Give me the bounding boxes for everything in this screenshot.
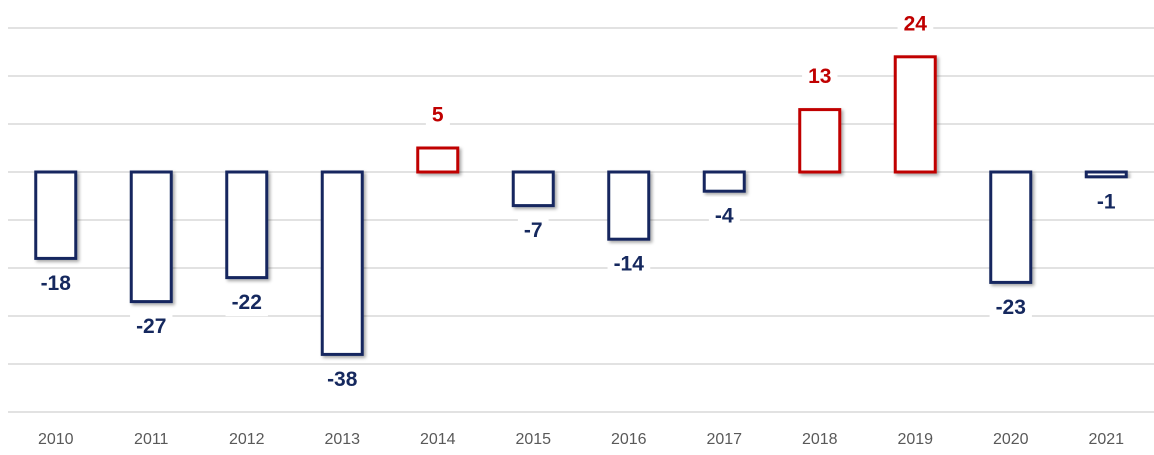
value-label-bg — [425, 101, 450, 129]
value-label: 24 — [904, 12, 928, 35]
value-label-bg — [1090, 188, 1122, 216]
value-label-bg — [989, 293, 1032, 321]
bar — [225, 170, 269, 280]
value-label: -14 — [614, 253, 645, 276]
x-tick-label: 2018 — [802, 431, 838, 448]
value-label: -18 — [41, 272, 72, 295]
value-label-bg — [321, 365, 364, 393]
x-tick-label: 2010 — [38, 431, 74, 448]
value-label-bg — [130, 313, 173, 341]
bar — [798, 108, 842, 174]
value-label: -4 — [715, 205, 734, 228]
x-tick-label: 2019 — [897, 431, 933, 448]
value-label-bg — [708, 202, 740, 230]
x-tick-label: 2017 — [706, 431, 742, 448]
x-tick-label: 2011 — [134, 431, 169, 448]
x-tick-label: 2015 — [515, 431, 551, 448]
x-tick-label: 2014 — [420, 431, 456, 448]
bar — [34, 170, 78, 260]
value-label-bg — [34, 269, 78, 297]
value-label: -22 — [232, 291, 262, 314]
x-tick-label: 2021 — [1088, 431, 1124, 448]
bar — [511, 170, 555, 208]
value-label: -23 — [996, 296, 1026, 319]
x-tick-label: 2016 — [611, 431, 647, 448]
value-label: -1 — [1097, 190, 1116, 213]
value-label: -38 — [327, 368, 358, 391]
value-label-bg — [897, 10, 934, 38]
value-label: 5 — [432, 104, 444, 127]
x-tick-label: 2020 — [993, 431, 1029, 448]
bar — [1084, 170, 1128, 179]
value-label: 13 — [808, 65, 831, 88]
bar — [989, 170, 1033, 284]
bar — [893, 55, 937, 174]
value-label-bg — [802, 63, 838, 91]
value-label-bg — [517, 217, 549, 245]
value-label-bg — [607, 250, 651, 278]
bar — [607, 170, 651, 241]
value-label: -27 — [136, 315, 166, 338]
bar — [702, 170, 746, 193]
value-label: -7 — [524, 219, 543, 242]
value-label-bg — [225, 289, 268, 317]
x-tick-label: 2012 — [229, 431, 265, 448]
bar — [416, 146, 460, 174]
x-tick-label: 2013 — [324, 431, 360, 448]
bar — [129, 170, 173, 304]
bar — [320, 170, 364, 356]
